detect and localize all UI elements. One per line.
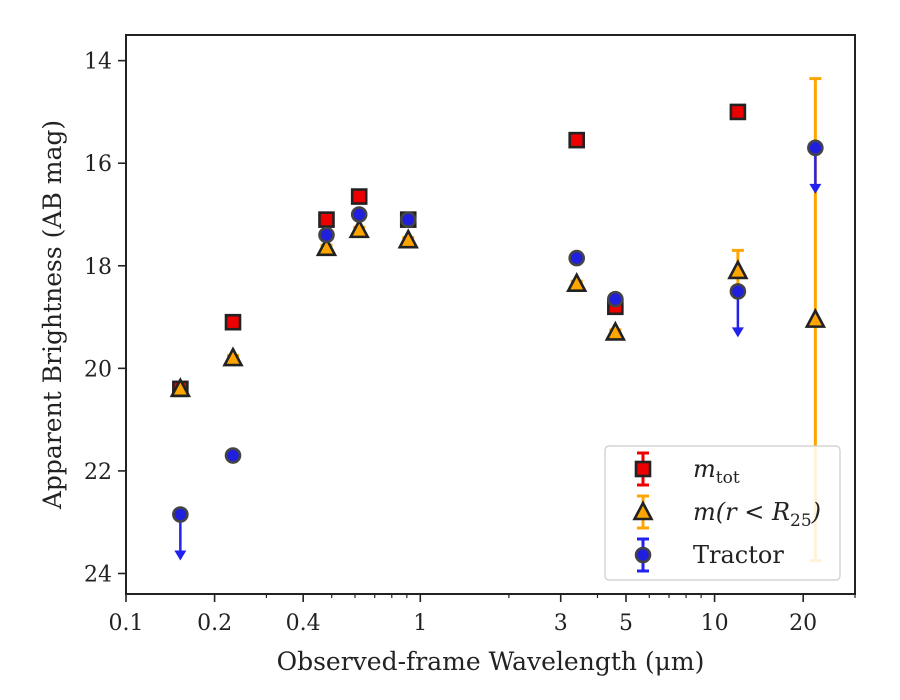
x-tick-label: 0.1 bbox=[109, 611, 144, 636]
data-point-mtot bbox=[318, 211, 335, 228]
x-axis-label: Observed-frame Wavelength (μm) bbox=[277, 647, 705, 676]
legend-marker-mr25 bbox=[632, 500, 654, 521]
data-point-tractor bbox=[172, 506, 189, 523]
y-tick-label: 16 bbox=[84, 152, 112, 177]
x-tick-label: 20 bbox=[789, 611, 817, 636]
upper-limit-arrow-head bbox=[809, 183, 822, 194]
y-tick-label: 22 bbox=[84, 460, 112, 485]
data-point-mr25 bbox=[727, 259, 749, 280]
y-tick-label: 20 bbox=[84, 357, 112, 382]
legend-label-mtot: mtot bbox=[693, 455, 740, 488]
legend-label-main: m bbox=[693, 455, 716, 483]
x-tick-label: 0.4 bbox=[286, 611, 321, 636]
legend-label-main: Tractor bbox=[693, 541, 784, 569]
y-axis-label: Apparent Brightness (AB mag) bbox=[38, 120, 67, 510]
x-tick-label: 5 bbox=[619, 611, 633, 636]
data-point-mr25 bbox=[315, 236, 338, 257]
legend-label-tractor: Tractor bbox=[693, 541, 784, 569]
legend-marker-tractor bbox=[634, 546, 652, 564]
data-point-tractor bbox=[318, 226, 335, 244]
data-point-tractor bbox=[607, 290, 624, 308]
data-point-mr25 bbox=[348, 218, 370, 239]
data-point-mtot bbox=[224, 313, 242, 331]
legend-label-suffix: ) bbox=[811, 498, 821, 526]
series-mr25 bbox=[169, 218, 827, 398]
x-tick-label: 1 bbox=[413, 611, 427, 636]
data-point-mr25 bbox=[566, 271, 588, 293]
legend-label-subscript: 25 bbox=[790, 511, 812, 531]
y-tick-label: 14 bbox=[84, 50, 112, 75]
data-point-mr25 bbox=[804, 307, 827, 328]
plot-frame bbox=[125, 34, 856, 595]
y-tick-label: 18 bbox=[84, 255, 112, 280]
data-point-tractor bbox=[350, 206, 368, 223]
data-point-mtot bbox=[568, 131, 586, 149]
data-point-mtot bbox=[729, 103, 747, 121]
data-point-tractor bbox=[568, 249, 586, 267]
legend-marker-mtot bbox=[634, 460, 652, 478]
data-point-mr25 bbox=[397, 228, 419, 249]
series-tractor bbox=[172, 139, 824, 523]
upper-limit-arrow-head bbox=[174, 550, 187, 561]
y-axis-ticks: 14 16 18 20 22 24 bbox=[84, 50, 126, 587]
x-axis-ticks: 0.1 0.2 0.4 1 3 5 10 20 bbox=[109, 594, 856, 636]
legend-box bbox=[604, 445, 841, 581]
legend: mtot m(r < R25) Tractor bbox=[604, 445, 841, 581]
data-point-tractor bbox=[729, 283, 747, 300]
upper-limit-arrow-head bbox=[731, 327, 744, 338]
x-tick-label: 10 bbox=[701, 611, 729, 636]
y-tick-label: 24 bbox=[84, 562, 112, 587]
data-point-mtot bbox=[350, 188, 368, 205]
series-mtot-errors bbox=[174, 107, 744, 396]
legend-label-main: m(r < R bbox=[693, 498, 790, 526]
x-tick-label: 3 bbox=[554, 611, 568, 636]
data-point-mr25 bbox=[604, 320, 627, 341]
data-point-tractor bbox=[807, 139, 824, 157]
x-tick-label: 0.2 bbox=[197, 611, 232, 636]
series-mtot bbox=[172, 103, 747, 398]
data-point-tractor bbox=[224, 447, 242, 464]
data-point-mr25 bbox=[222, 346, 244, 367]
legend-label-mr25: m(r < R25) bbox=[693, 498, 821, 531]
data-point-tractor bbox=[399, 211, 417, 228]
data-point-mr25 bbox=[169, 377, 192, 398]
data-series-layer bbox=[169, 77, 827, 563]
legend-label-subscript: tot bbox=[716, 468, 740, 488]
